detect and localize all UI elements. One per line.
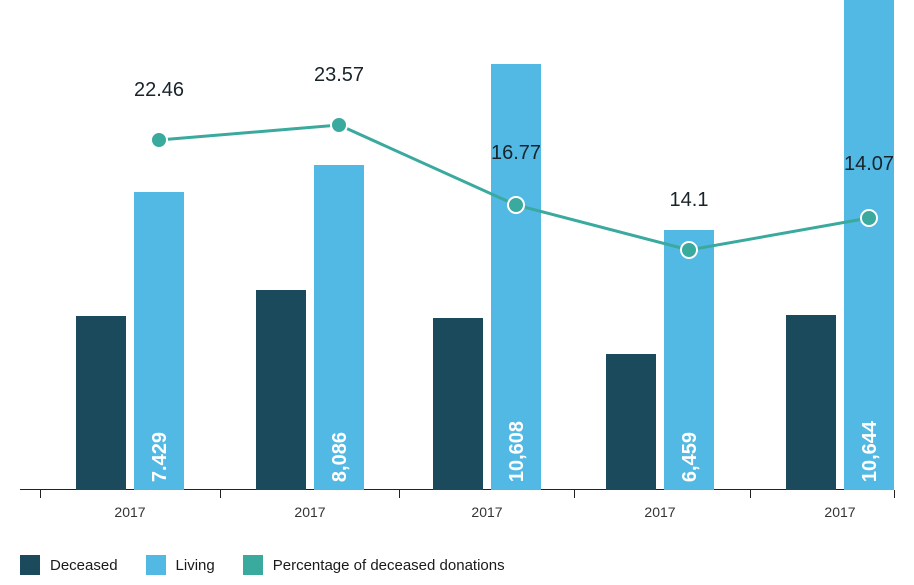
- pct-marker: [150, 131, 168, 149]
- bar-living: 7.429: [134, 192, 184, 490]
- bar-living-value: 7.429: [149, 432, 172, 482]
- x-axis-label: 2017: [824, 504, 855, 520]
- legend-swatch: [243, 555, 263, 575]
- legend-item-living: Living: [146, 555, 215, 575]
- pct-label: 23.57: [314, 64, 364, 87]
- x-axis-label: 2017: [294, 504, 325, 520]
- pct-label: 14.1: [670, 189, 709, 212]
- bar-living: 6,459: [664, 230, 714, 490]
- bar-living: 8,086: [314, 165, 364, 490]
- pct-label: 14.07: [844, 153, 894, 176]
- x-axis-label: 2017: [114, 504, 145, 520]
- legend-swatch: [20, 555, 40, 575]
- bar-living: 10,608: [491, 64, 541, 490]
- x-tick: [894, 490, 895, 498]
- pct-label: 22.46: [134, 79, 184, 102]
- x-tick: [220, 490, 221, 498]
- bar-deceased: [256, 290, 306, 490]
- legend-label: Percentage of deceased donations: [273, 557, 505, 574]
- bar-deceased: [786, 315, 836, 490]
- plot-area: 7.429 8,086 10,608 6,459: [20, 0, 894, 490]
- x-tick: [399, 490, 400, 498]
- legend-swatch: [146, 555, 166, 575]
- donation-chart: 7.429 8,086 10,608 6,459: [0, 0, 914, 585]
- legend-label: Deceased: [50, 557, 118, 574]
- x-axis-label: 2017: [644, 504, 675, 520]
- bar-deceased: [433, 318, 483, 490]
- x-tick: [750, 490, 751, 498]
- pct-marker: [507, 196, 525, 214]
- bar-living-value: 8,086: [329, 432, 352, 482]
- pct-label: 16.77: [491, 142, 541, 165]
- legend-item-pct: Percentage of deceased donations: [243, 555, 505, 575]
- bar-living-value: 10,608: [506, 421, 529, 482]
- legend-item-deceased: Deceased: [20, 555, 118, 575]
- legend: Deceased Living Percentage of deceased d…: [20, 555, 505, 575]
- bar-living: 10,644: [844, 0, 894, 490]
- bar-living-value: 10,644: [859, 421, 882, 482]
- bar-deceased: [76, 316, 126, 490]
- bar-deceased: [606, 354, 656, 490]
- legend-label: Living: [176, 557, 215, 574]
- x-axis-label: 2017: [471, 504, 502, 520]
- bar-living-value: 6,459: [679, 432, 702, 482]
- pct-marker: [680, 241, 698, 259]
- pct-marker: [330, 116, 348, 134]
- x-tick: [40, 490, 41, 498]
- pct-marker: [860, 209, 878, 227]
- x-tick: [574, 490, 575, 498]
